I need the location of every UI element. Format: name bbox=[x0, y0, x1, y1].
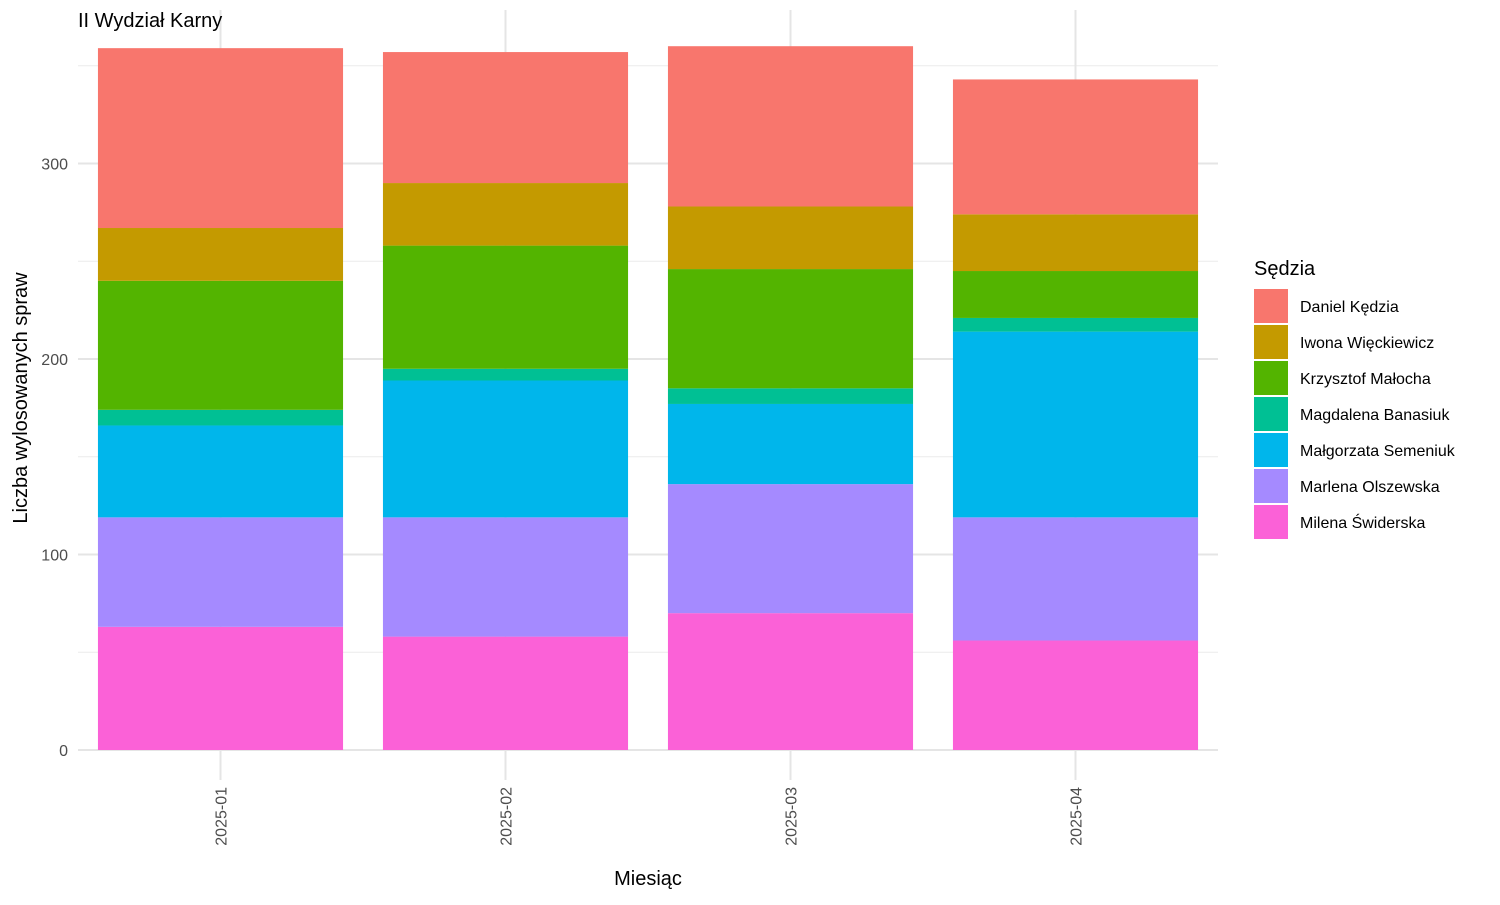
legend-swatch bbox=[1254, 433, 1288, 467]
bar-segment bbox=[952, 79, 1199, 215]
bar-segment bbox=[97, 626, 344, 750]
x-tick-label: 2025-04 bbox=[1069, 787, 1086, 846]
legend: Sędzia Daniel Kędzia Iwona Więckiewicz Krz… bbox=[1254, 258, 1456, 539]
bar-segment bbox=[667, 484, 914, 614]
bar-segment bbox=[952, 331, 1199, 518]
legend-swatch bbox=[1254, 397, 1288, 431]
bar-segment bbox=[667, 269, 914, 389]
bar-segment bbox=[97, 517, 344, 627]
bar-segment bbox=[382, 368, 629, 381]
y-tick-label: 100 bbox=[41, 548, 68, 565]
bar-segment bbox=[667, 403, 914, 485]
chart-title: II Wydział Karny bbox=[78, 10, 222, 32]
bar-segment bbox=[97, 280, 344, 410]
bar-segment bbox=[952, 517, 1199, 641]
legend-swatch bbox=[1254, 289, 1288, 323]
legend-label: Marlena Olszewska bbox=[1300, 479, 1440, 496]
legend-label: Małgorzata Semeniuk bbox=[1300, 443, 1456, 460]
legend-label: Iwona Więckiewicz bbox=[1300, 335, 1434, 352]
bar-segment bbox=[667, 46, 914, 207]
legend-swatch bbox=[1254, 469, 1288, 503]
y-tick-label: 0 bbox=[59, 743, 68, 760]
bar-segment bbox=[952, 214, 1199, 272]
bar-segment bbox=[382, 636, 629, 750]
bar-segment bbox=[97, 48, 344, 229]
legend-swatch bbox=[1254, 505, 1288, 539]
legend-title: Sędzia bbox=[1254, 258, 1316, 280]
legend-swatch bbox=[1254, 325, 1288, 359]
bar-segment bbox=[667, 206, 914, 270]
legend-label: Daniel Kędzia bbox=[1300, 299, 1399, 316]
legend-label: Magdalena Banasiuk bbox=[1300, 407, 1450, 424]
bar-segment bbox=[667, 388, 914, 404]
axes: 0 100 200 300 2025-01 2025-02 2025-03 2025-04 bbox=[41, 157, 1085, 846]
bars bbox=[97, 46, 1199, 750]
bar-segment bbox=[97, 409, 344, 426]
bar-segment bbox=[382, 517, 629, 637]
legend-swatch bbox=[1254, 361, 1288, 395]
bar-segment bbox=[97, 425, 344, 518]
x-axis-title: Miesiąc bbox=[614, 868, 682, 890]
x-tick-label: 2025-03 bbox=[784, 787, 801, 846]
bar-segment bbox=[952, 271, 1199, 318]
bar-segment bbox=[382, 183, 629, 246]
bar-segment bbox=[382, 52, 629, 184]
bar-segment bbox=[952, 317, 1199, 332]
bar-segment bbox=[382, 245, 629, 369]
y-tick-label: 200 bbox=[41, 352, 68, 369]
x-tick-label: 2025-01 bbox=[214, 787, 231, 846]
bar-segment bbox=[382, 380, 629, 518]
bar-segment bbox=[667, 613, 914, 750]
y-tick-label: 300 bbox=[41, 157, 68, 174]
y-axis-title: Liczba wylosowanych spraw bbox=[10, 272, 32, 524]
bar-segment bbox=[97, 228, 344, 281]
legend-label: Krzysztof Małocha bbox=[1300, 371, 1431, 388]
x-tick-label: 2025-02 bbox=[499, 787, 516, 846]
bar-segment bbox=[952, 640, 1199, 750]
legend-label: Milena Świderska bbox=[1300, 513, 1425, 532]
